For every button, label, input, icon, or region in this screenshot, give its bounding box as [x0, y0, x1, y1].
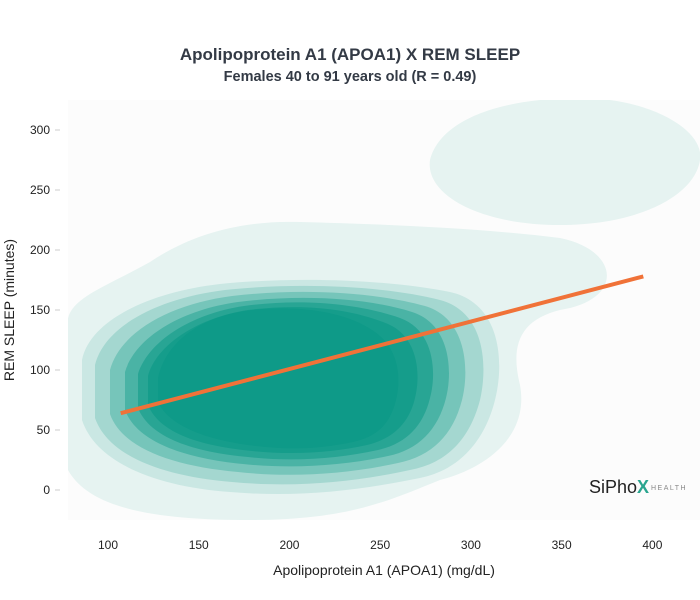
y-axis-label: REM SLEEP (minutes)	[1, 239, 17, 381]
y-tick-label: 250	[30, 183, 50, 197]
y-tick-label: 200	[30, 243, 50, 257]
plot-background	[68, 100, 700, 520]
logo-sub-text: HEALTH	[651, 485, 687, 492]
logo-x: X	[637, 477, 649, 497]
x-axis-ticks: 100 150 200 250 300 350 400	[98, 538, 663, 552]
siphox-logo: SiPhoX HEALTH	[589, 477, 687, 497]
y-tick-label: 50	[37, 423, 51, 437]
x-tick-label: 200	[279, 538, 299, 552]
y-tick-label: 100	[30, 363, 50, 377]
y-tick-label: 150	[30, 303, 50, 317]
y-tick-label: 300	[30, 123, 50, 137]
density-contours	[68, 100, 700, 520]
x-axis-label: Apolipoprotein A1 (APOA1) (mg/dL)	[273, 562, 495, 578]
regression-line	[120, 274, 644, 416]
density-contour-upper-blob	[429, 100, 700, 225]
x-tick-label: 100	[98, 538, 118, 552]
x-tick-label: 400	[642, 538, 662, 552]
logo-main-text: SiPhoX	[589, 477, 649, 497]
logo-sipho: SiPho	[589, 477, 637, 497]
x-tick-label: 250	[370, 538, 390, 552]
density-contour-level	[158, 308, 399, 449]
chart-title: Apolipoprotein A1 (APOA1) X REM SLEEP	[180, 45, 520, 64]
y-axis-ticks: 0 50 100 150 200 250 300	[30, 123, 60, 497]
x-tick-label: 300	[461, 538, 481, 552]
y-tick-label: 0	[43, 483, 50, 497]
x-tick-label: 150	[189, 538, 209, 552]
x-tick-label: 350	[552, 538, 572, 552]
chart-subtitle: Females 40 to 91 years old (R = 0.49)	[224, 69, 477, 85]
